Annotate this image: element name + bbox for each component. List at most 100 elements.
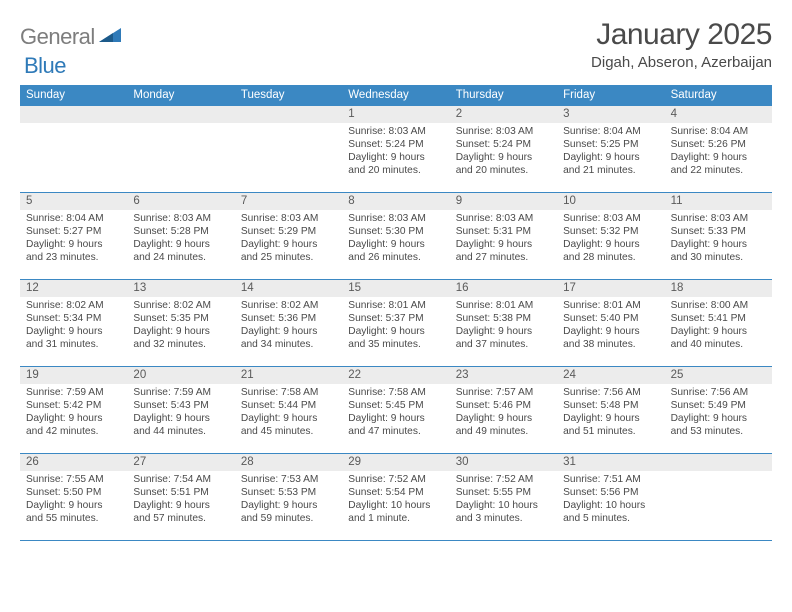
day-cell: 5Sunrise: 8:04 AMSunset: 5:27 PMDaylight… (20, 193, 127, 279)
day-cell: 17Sunrise: 8:01 AMSunset: 5:40 PMDayligh… (557, 280, 664, 366)
sunset-line: Sunset: 5:34 PM (26, 312, 121, 325)
daylight-line: Daylight: 9 hours and 37 minutes. (456, 325, 551, 351)
month-title: January 2025 (591, 18, 772, 52)
daylight-line: Daylight: 10 hours and 1 minute. (348, 499, 443, 525)
week-row: 19Sunrise: 7:59 AMSunset: 5:42 PMDayligh… (20, 367, 772, 454)
day-details: Sunrise: 7:51 AMSunset: 5:56 PMDaylight:… (557, 471, 664, 529)
day-cell: 7Sunrise: 8:03 AMSunset: 5:29 PMDaylight… (235, 193, 342, 279)
day-number: 19 (20, 367, 127, 384)
day-number: 2 (450, 106, 557, 123)
day-cell: 13Sunrise: 8:02 AMSunset: 5:35 PMDayligh… (127, 280, 234, 366)
day-number: 23 (450, 367, 557, 384)
day-details: Sunrise: 8:03 AMSunset: 5:33 PMDaylight:… (665, 210, 772, 268)
daylight-line: Daylight: 9 hours and 49 minutes. (456, 412, 551, 438)
logo-text-blue: Blue (24, 53, 66, 78)
day-number: 11 (665, 193, 772, 210)
sunset-line: Sunset: 5:43 PM (133, 399, 228, 412)
sunrise-line: Sunrise: 8:02 AM (241, 299, 336, 312)
daylight-line: Daylight: 9 hours and 25 minutes. (241, 238, 336, 264)
day-cell: 19Sunrise: 7:59 AMSunset: 5:42 PMDayligh… (20, 367, 127, 453)
day-number: 21 (235, 367, 342, 384)
day-details: Sunrise: 7:54 AMSunset: 5:51 PMDaylight:… (127, 471, 234, 529)
daylight-line: Daylight: 9 hours and 53 minutes. (671, 412, 766, 438)
day-number: 18 (665, 280, 772, 297)
day-number: 9 (450, 193, 557, 210)
sunrise-line: Sunrise: 7:55 AM (26, 473, 121, 486)
daylight-line: Daylight: 9 hours and 24 minutes. (133, 238, 228, 264)
sunset-line: Sunset: 5:29 PM (241, 225, 336, 238)
daylight-line: Daylight: 9 hours and 34 minutes. (241, 325, 336, 351)
day-details: Sunrise: 8:04 AMSunset: 5:27 PMDaylight:… (20, 210, 127, 268)
daylight-line: Daylight: 9 hours and 44 minutes. (133, 412, 228, 438)
day-cell-empty (665, 454, 772, 540)
day-number: 26 (20, 454, 127, 471)
sunrise-line: Sunrise: 7:59 AM (133, 386, 228, 399)
sunset-line: Sunset: 5:36 PM (241, 312, 336, 325)
day-cell: 1Sunrise: 8:03 AMSunset: 5:24 PMDaylight… (342, 106, 449, 192)
sunrise-line: Sunrise: 8:03 AM (241, 212, 336, 225)
sunrise-line: Sunrise: 7:58 AM (348, 386, 443, 399)
day-details: Sunrise: 7:58 AMSunset: 5:44 PMDaylight:… (235, 384, 342, 442)
sunset-line: Sunset: 5:40 PM (563, 312, 658, 325)
day-details: Sunrise: 7:53 AMSunset: 5:53 PMDaylight:… (235, 471, 342, 529)
day-cell: 18Sunrise: 8:00 AMSunset: 5:41 PMDayligh… (665, 280, 772, 366)
day-number (20, 106, 127, 123)
daylight-line: Daylight: 9 hours and 23 minutes. (26, 238, 121, 264)
daylight-line: Daylight: 9 hours and 38 minutes. (563, 325, 658, 351)
day-cell: 24Sunrise: 7:56 AMSunset: 5:48 PMDayligh… (557, 367, 664, 453)
day-number: 28 (235, 454, 342, 471)
sunrise-line: Sunrise: 7:58 AM (241, 386, 336, 399)
day-details: Sunrise: 7:57 AMSunset: 5:46 PMDaylight:… (450, 384, 557, 442)
day-details (665, 471, 772, 477)
day-details: Sunrise: 8:03 AMSunset: 5:28 PMDaylight:… (127, 210, 234, 268)
sunrise-line: Sunrise: 7:56 AM (563, 386, 658, 399)
daylight-line: Daylight: 9 hours and 21 minutes. (563, 151, 658, 177)
sunrise-line: Sunrise: 7:59 AM (26, 386, 121, 399)
day-cell-empty (20, 106, 127, 192)
day-number: 8 (342, 193, 449, 210)
day-cell: 2Sunrise: 8:03 AMSunset: 5:24 PMDaylight… (450, 106, 557, 192)
daylight-line: Daylight: 9 hours and 55 minutes. (26, 499, 121, 525)
day-cell-empty (127, 106, 234, 192)
sunrise-line: Sunrise: 8:04 AM (671, 125, 766, 138)
day-number: 31 (557, 454, 664, 471)
sunrise-line: Sunrise: 8:03 AM (348, 125, 443, 138)
day-details: Sunrise: 7:56 AMSunset: 5:48 PMDaylight:… (557, 384, 664, 442)
day-number: 1 (342, 106, 449, 123)
sunset-line: Sunset: 5:46 PM (456, 399, 551, 412)
day-details: Sunrise: 8:01 AMSunset: 5:40 PMDaylight:… (557, 297, 664, 355)
day-cell: 21Sunrise: 7:58 AMSunset: 5:44 PMDayligh… (235, 367, 342, 453)
day-number: 25 (665, 367, 772, 384)
daylight-line: Daylight: 9 hours and 47 minutes. (348, 412, 443, 438)
sunset-line: Sunset: 5:32 PM (563, 225, 658, 238)
sunset-line: Sunset: 5:56 PM (563, 486, 658, 499)
daylight-line: Daylight: 10 hours and 5 minutes. (563, 499, 658, 525)
day-cell: 3Sunrise: 8:04 AMSunset: 5:25 PMDaylight… (557, 106, 664, 192)
title-block: January 2025 Digah, Abseron, Azerbaijan (591, 18, 772, 71)
sunrise-line: Sunrise: 7:56 AM (671, 386, 766, 399)
weekday-header-tuesday: Tuesday (235, 85, 342, 106)
sunset-line: Sunset: 5:27 PM (26, 225, 121, 238)
sunset-line: Sunset: 5:55 PM (456, 486, 551, 499)
daylight-line: Daylight: 9 hours and 32 minutes. (133, 325, 228, 351)
sunrise-line: Sunrise: 8:04 AM (26, 212, 121, 225)
daylight-line: Daylight: 9 hours and 28 minutes. (563, 238, 658, 264)
day-number: 27 (127, 454, 234, 471)
day-cell: 28Sunrise: 7:53 AMSunset: 5:53 PMDayligh… (235, 454, 342, 540)
day-cell-empty (235, 106, 342, 192)
day-details: Sunrise: 7:52 AMSunset: 5:55 PMDaylight:… (450, 471, 557, 529)
day-number: 17 (557, 280, 664, 297)
daylight-line: Daylight: 9 hours and 22 minutes. (671, 151, 766, 177)
sunset-line: Sunset: 5:51 PM (133, 486, 228, 499)
weekday-header-thursday: Thursday (450, 85, 557, 106)
day-cell: 4Sunrise: 8:04 AMSunset: 5:26 PMDaylight… (665, 106, 772, 192)
daylight-line: Daylight: 9 hours and 57 minutes. (133, 499, 228, 525)
sunset-line: Sunset: 5:30 PM (348, 225, 443, 238)
daylight-line: Daylight: 9 hours and 20 minutes. (348, 151, 443, 177)
day-details: Sunrise: 8:02 AMSunset: 5:36 PMDaylight:… (235, 297, 342, 355)
day-cell: 10Sunrise: 8:03 AMSunset: 5:32 PMDayligh… (557, 193, 664, 279)
weekday-header-friday: Friday (557, 85, 664, 106)
day-cell: 27Sunrise: 7:54 AMSunset: 5:51 PMDayligh… (127, 454, 234, 540)
day-cell: 25Sunrise: 7:56 AMSunset: 5:49 PMDayligh… (665, 367, 772, 453)
sunset-line: Sunset: 5:24 PM (456, 138, 551, 151)
